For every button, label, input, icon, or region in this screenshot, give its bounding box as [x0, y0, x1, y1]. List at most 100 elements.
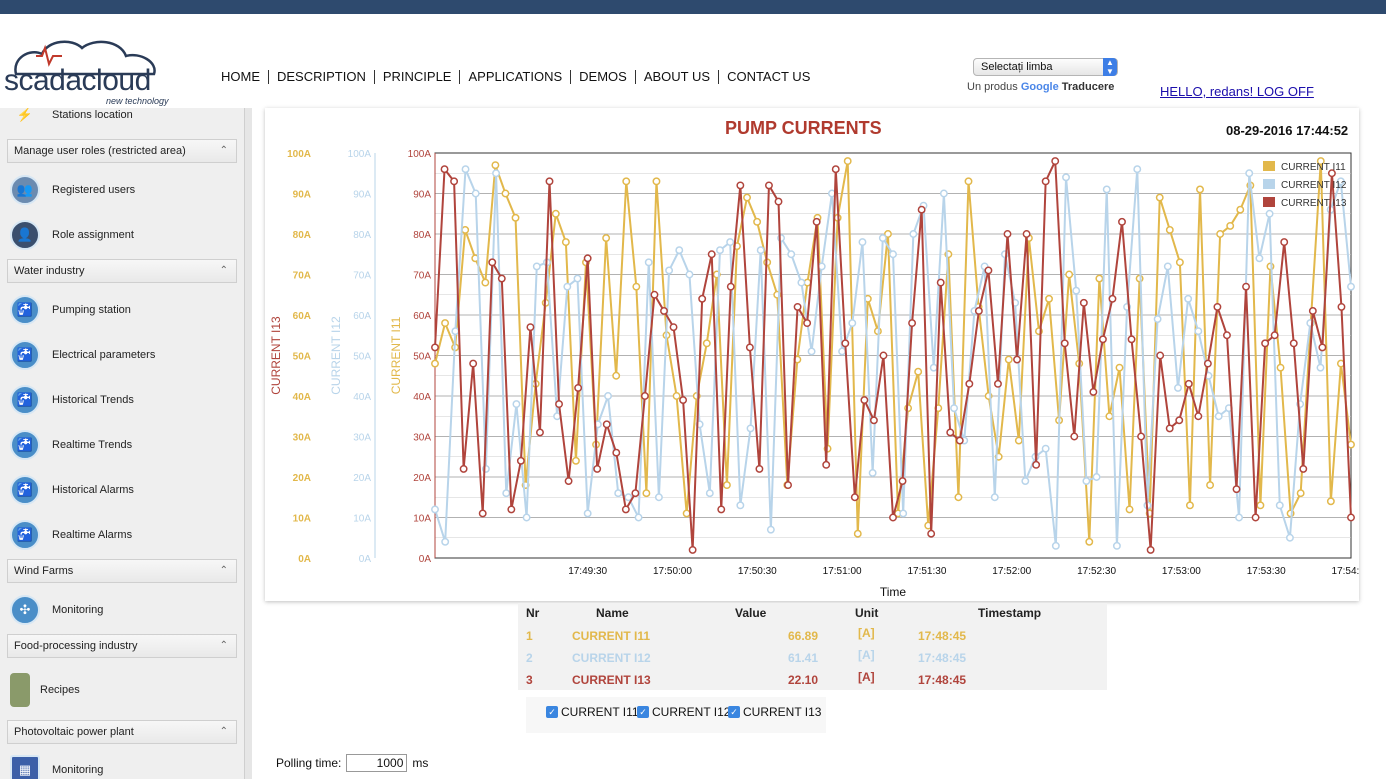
nav-home[interactable]: HOME: [213, 70, 269, 84]
data-point: [682, 509, 691, 518]
y-tick-label: 0A: [298, 554, 311, 565]
toggle-current-i12[interactable]: ✓ CURRENT I12: [637, 705, 730, 719]
section-photovoltaic[interactable]: Photovoltaic power plant ⌃: [7, 720, 237, 744]
nav-principle[interactable]: PRINCIPLE: [375, 70, 461, 84]
data-point: [1165, 424, 1174, 433]
nav-applications[interactable]: APPLICATIONS: [460, 70, 572, 84]
nav-description[interactable]: DESCRIPTION: [269, 70, 375, 84]
table-cell-unit: [A]: [858, 626, 875, 640]
sidebar-item-historical-alarms[interactable]: 🚰 Historical Alarms: [10, 472, 240, 508]
data-point: [853, 529, 862, 538]
data-point: [431, 343, 439, 352]
sidebar-item-historical-trends[interactable]: 🚰 Historical Trends: [10, 382, 240, 418]
data-point: [1003, 230, 1012, 238]
data-point: [1270, 331, 1279, 340]
section-food-processing[interactable]: Food-processing industry ⌃: [7, 634, 237, 658]
data-point: [1336, 177, 1345, 186]
data-point: [1102, 185, 1111, 194]
sidebar-item-recipes[interactable]: Recipes: [10, 672, 240, 708]
sidebar-item-role-assignment[interactable]: 👤 Role assignment: [10, 217, 240, 253]
data-point: [1296, 489, 1305, 498]
data-point: [1232, 485, 1241, 494]
sidebar-item-electrical-parameters[interactable]: 🚰 Electrical parameters: [10, 337, 240, 373]
section-manage-user-roles[interactable]: Manage user roles (restricted area) ⌃: [7, 139, 237, 163]
data-point: [1337, 302, 1346, 311]
data-point: [838, 347, 847, 356]
data-point: [512, 400, 521, 409]
y-tick-label: 80A: [353, 230, 371, 241]
data-point: [1174, 383, 1182, 392]
data-point: [621, 505, 630, 514]
nav-demos[interactable]: DEMOS: [571, 70, 636, 84]
data-point: [1014, 436, 1023, 445]
data-point: [841, 339, 850, 348]
data-point: [612, 448, 621, 457]
nav-contact-us[interactable]: CONTACT US: [727, 69, 811, 84]
powered-suffix[interactable]: Traducere: [1061, 81, 1115, 93]
data-point: [602, 420, 611, 429]
data-point: [1098, 335, 1107, 344]
legend-label: CURRENT I12: [1281, 180, 1347, 191]
data-point: [1133, 165, 1142, 174]
y-tick-label: 50A: [353, 352, 371, 363]
data-point: [755, 464, 764, 473]
sidebar-item-label: Historical Alarms: [52, 484, 134, 496]
sidebar-item-pv-monitoring[interactable]: ▦ Monitoring: [10, 752, 240, 779]
pump-currents-chart[interactable]: 0A 0A 0A 10A 10A 10A 20A 20A 20A 30A 30A 30A 40A 40A 4…: [265, 108, 1359, 601]
data-point: [1127, 335, 1136, 344]
data-point: [722, 481, 731, 490]
section-wind-farms[interactable]: Wind Farms ⌃: [7, 559, 237, 583]
polling-time-input[interactable]: 1000: [346, 754, 408, 772]
logo[interactable]: scadacloud new technology: [2, 34, 177, 108]
sidebar-item-realtime-trends[interactable]: 🚰 Realtime Trends: [10, 427, 240, 463]
cloud-logo-icon: [14, 40, 156, 76]
toggle-current-i11[interactable]: ✓ CURRENT I11: [546, 705, 639, 719]
data-point: [716, 246, 724, 255]
data-point: [1070, 432, 1079, 441]
data-point: [736, 501, 745, 510]
data-point: [561, 238, 570, 247]
top-bar: [0, 0, 1386, 14]
data-point: [843, 157, 852, 166]
sidebar-item-registered-users[interactable]: 👥 Registered users: [10, 172, 240, 208]
data-point: [705, 489, 714, 498]
data-point: [848, 319, 857, 328]
table-cell-name: CURRENT I13: [572, 673, 651, 687]
data-point: [644, 258, 653, 267]
data-point: [1318, 343, 1327, 352]
logout-link[interactable]: HELLO, redans! LOG OFF: [1160, 84, 1314, 99]
data-point: [909, 230, 918, 238]
data-point: [717, 505, 726, 514]
data-point: [1223, 331, 1231, 340]
table-cell-value: 66.89: [787, 629, 818, 643]
sidebar-item-wind-monitoring[interactable]: ✣ Monitoring: [10, 592, 240, 628]
header-value: Value: [735, 606, 767, 620]
data-point: [1285, 533, 1294, 542]
nav-about-us[interactable]: ABOUT US: [636, 70, 720, 84]
section-water-industry[interactable]: Water industry ⌃: [7, 259, 237, 283]
language-select[interactable]: Selectați limba ▲ ▼: [973, 58, 1118, 76]
data-point: [753, 217, 762, 226]
y-tick-label: 0A: [419, 554, 432, 565]
y-tick-label: 30A: [293, 433, 311, 444]
sidebar-item-realtime-alarms[interactable]: 🚰 Realtime Alarms: [10, 517, 240, 553]
data-point: [672, 392, 681, 400]
current-values-table: Nr Name Value Unit Timestamp 1 CURRENT I1…: [518, 603, 1107, 690]
data-point: [1125, 505, 1134, 514]
sidebar-item-stations-location[interactable]: ⚡ Stations location: [10, 108, 240, 133]
data-point: [1004, 355, 1013, 364]
data-point: [583, 509, 592, 518]
sidebar-item-pumping-station[interactable]: 🚰 Pumping station: [10, 292, 240, 328]
data-point: [1206, 481, 1215, 490]
y-axis-title: CURRENT I12: [329, 316, 343, 395]
data-point: [812, 217, 821, 226]
toggle-current-i13[interactable]: ✓ CURRENT I13: [728, 705, 821, 719]
sidebar-splitter[interactable]: [244, 108, 252, 779]
data-point: [927, 529, 936, 538]
powered-by: Un produs Google Traducere: [967, 81, 1114, 93]
data-point: [774, 197, 783, 206]
sidebar-item-label: Realtime Trends: [52, 439, 133, 451]
section-label: Manage user roles (restricted area): [14, 145, 186, 157]
data-point: [688, 545, 697, 554]
y-tick-label: 60A: [413, 311, 431, 322]
